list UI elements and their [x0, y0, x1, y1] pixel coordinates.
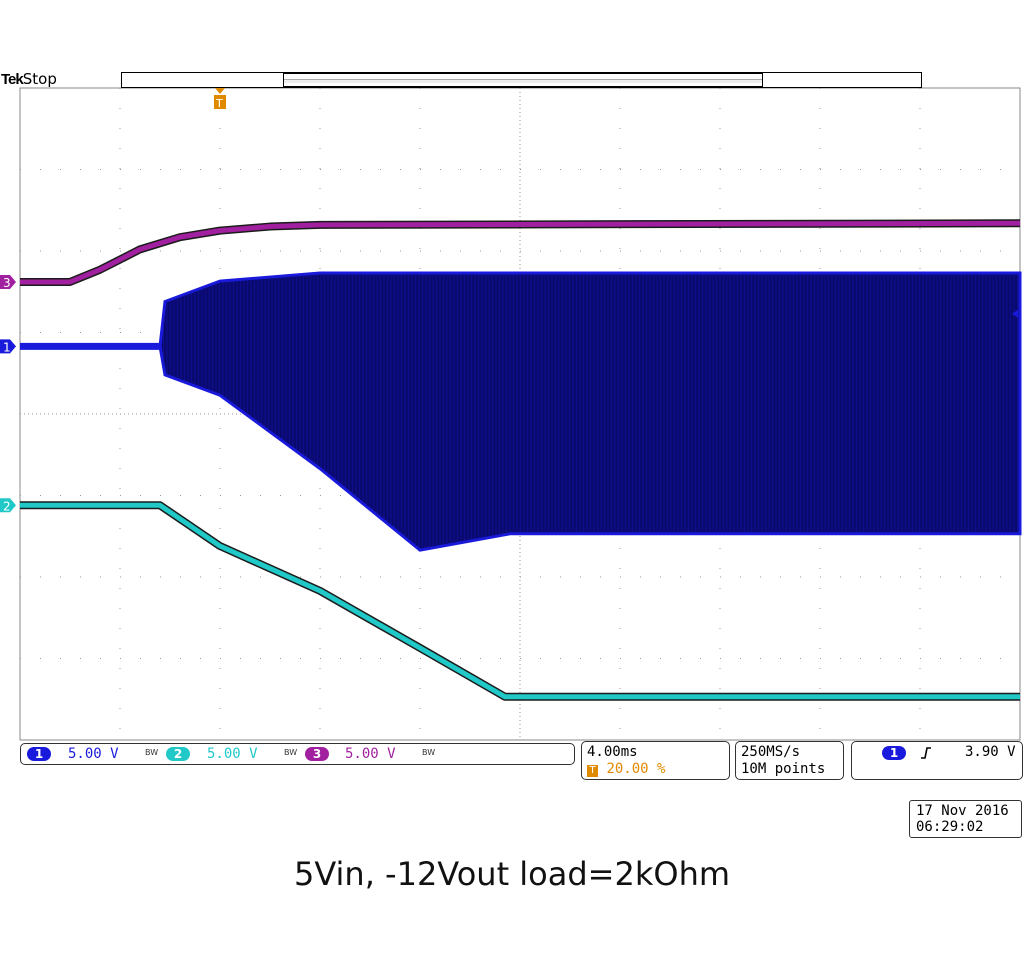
ch1-bw-icon: BW — [145, 748, 159, 757]
ch1-scale: 5.00 V — [68, 746, 119, 762]
trace-ch1-switching — [163, 273, 1018, 550]
trace-ch2 — [20, 502, 1020, 700]
record-window — [283, 73, 763, 87]
trigger-position: T 20.00 % — [587, 761, 665, 777]
channel-readout-bar: 1 5.00 V BW 2 5.00 V BW 3 5.00 V BW — [20, 743, 575, 765]
ch2-badge[interactable]: 2 — [166, 747, 190, 761]
ch3-marker — [0, 274, 16, 289]
ch2-bw-icon: BW — [284, 748, 298, 757]
sample-rate: 250MS/s — [741, 744, 801, 760]
ch3-scale: 5.00 V — [345, 746, 396, 762]
acquisition-readout[interactable]: 250MS/s 10M points — [735, 741, 844, 780]
run-state: Stop — [22, 70, 57, 88]
trigger-level: 3.90 V — [965, 744, 1016, 760]
rising-edge-icon — [921, 747, 931, 759]
ch2-scale: 5.00 V — [207, 746, 258, 762]
ch3-badge[interactable]: 3 — [305, 747, 329, 761]
ch1-badge[interactable]: 1 — [27, 747, 51, 761]
trigger-t-box — [214, 95, 226, 109]
time-per-div: 4.00ms — [587, 744, 638, 760]
ch1-marker-label: 1 — [3, 340, 11, 354]
timestamp: 17 Nov 2016 06:29:02 — [909, 800, 1022, 838]
date: 17 Nov 2016 — [916, 803, 1009, 819]
ch2-marker — [0, 498, 16, 513]
trigger-level-icon — [1012, 309, 1018, 318]
trigger-t-label: T — [215, 97, 223, 110]
record-view-bar — [121, 72, 922, 88]
tek-brand: TekStop — [1, 70, 57, 88]
trace-ch1-envelope — [20, 271, 1022, 552]
figure-caption: 5Vin, -12Vout load=2kOhm — [293, 855, 731, 893]
trace-ch3 — [20, 220, 1021, 285]
waveform-traces — [20, 219, 1022, 701]
ch2-marker-label: 2 — [3, 499, 11, 513]
timebase-readout[interactable]: 4.00ms T 20.00 % — [581, 741, 730, 780]
trigger-arrow-icon — [215, 88, 225, 94]
trigger-t-icon: T — [587, 765, 598, 777]
time: 06:29:02 — [916, 819, 984, 835]
ch3-marker-label: 3 — [3, 276, 11, 290]
record-length: 10M points — [741, 761, 826, 777]
trigger-source-badge: 1 — [882, 746, 906, 760]
ch3-bw-icon: BW — [422, 748, 436, 757]
channel-markers: 1 2 3 T — [0, 72, 1018, 513]
ch1-marker — [0, 339, 16, 354]
trigger-readout[interactable]: 1 3.90 V — [851, 741, 1023, 780]
